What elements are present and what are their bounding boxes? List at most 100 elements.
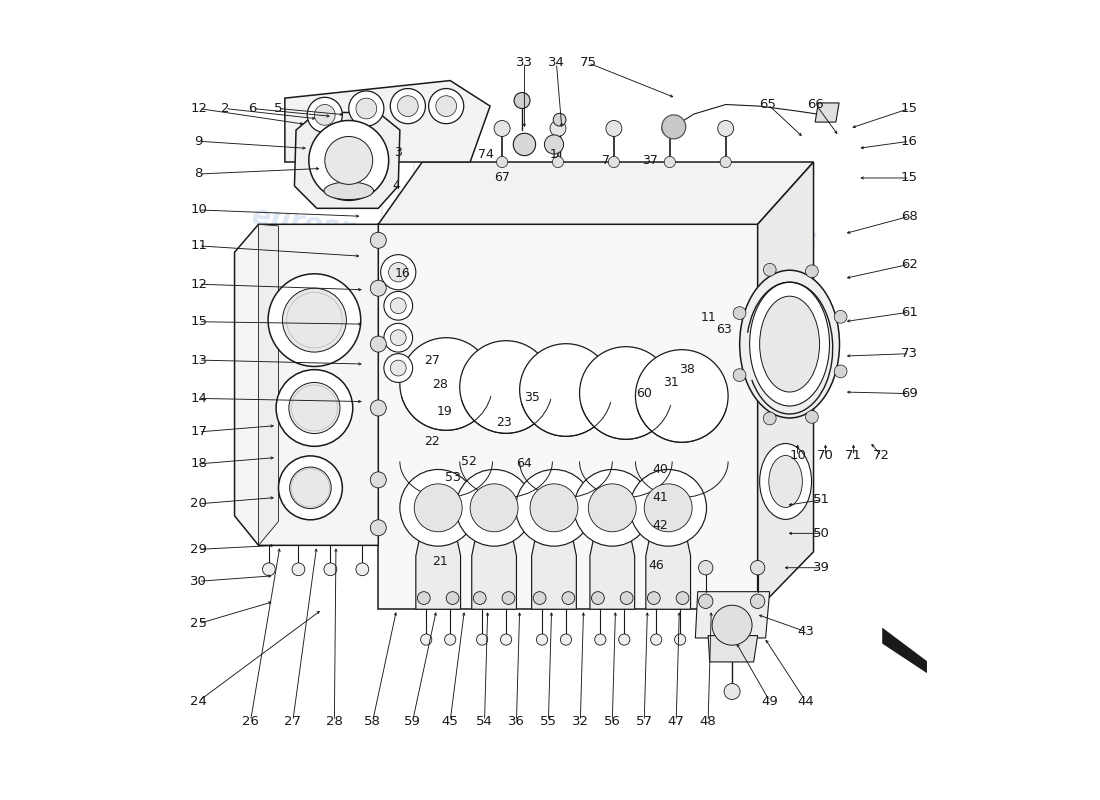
Circle shape <box>400 338 493 430</box>
Circle shape <box>595 634 606 645</box>
Text: 34: 34 <box>548 57 564 70</box>
Circle shape <box>636 350 728 442</box>
Ellipse shape <box>760 443 812 519</box>
Text: 19: 19 <box>437 406 452 418</box>
Text: 70: 70 <box>817 450 834 462</box>
Circle shape <box>390 89 426 124</box>
Circle shape <box>356 563 369 576</box>
Ellipse shape <box>324 182 374 199</box>
Circle shape <box>588 484 636 532</box>
Text: 43: 43 <box>798 625 814 638</box>
Circle shape <box>662 121 678 137</box>
Text: 46: 46 <box>648 559 664 572</box>
Circle shape <box>662 115 685 139</box>
Text: 2: 2 <box>221 102 229 115</box>
Circle shape <box>388 262 408 282</box>
Circle shape <box>537 634 548 645</box>
Circle shape <box>494 121 510 137</box>
Text: 60: 60 <box>636 387 652 400</box>
Polygon shape <box>234 224 378 546</box>
Circle shape <box>519 344 613 436</box>
Text: 30: 30 <box>190 574 207 588</box>
Circle shape <box>496 157 508 168</box>
Text: 15: 15 <box>901 102 917 115</box>
Circle shape <box>562 592 575 605</box>
Circle shape <box>645 484 692 532</box>
Text: 20: 20 <box>190 498 207 510</box>
Polygon shape <box>646 518 691 610</box>
Circle shape <box>473 592 486 605</box>
Text: 11: 11 <box>701 311 716 324</box>
Circle shape <box>530 484 578 532</box>
Circle shape <box>324 137 373 184</box>
Text: 53: 53 <box>444 471 461 484</box>
Text: 74: 74 <box>478 147 494 161</box>
Polygon shape <box>378 162 814 224</box>
Text: 24: 24 <box>190 694 207 707</box>
Circle shape <box>470 484 518 532</box>
Text: 32: 32 <box>572 714 588 727</box>
Circle shape <box>292 563 305 576</box>
Text: 18: 18 <box>190 458 207 470</box>
Text: 73: 73 <box>901 347 917 360</box>
Circle shape <box>502 592 515 605</box>
Text: 49: 49 <box>761 694 778 707</box>
Text: 68: 68 <box>901 210 917 223</box>
Text: 3: 3 <box>394 146 403 159</box>
Circle shape <box>676 592 689 605</box>
Circle shape <box>384 323 412 352</box>
Polygon shape <box>882 628 927 673</box>
Circle shape <box>289 467 331 509</box>
Text: 27: 27 <box>424 354 440 366</box>
Polygon shape <box>815 103 839 122</box>
Text: 7: 7 <box>602 154 609 167</box>
Circle shape <box>648 592 660 605</box>
Circle shape <box>417 592 430 605</box>
Polygon shape <box>590 518 635 610</box>
Text: 52: 52 <box>461 455 476 468</box>
Polygon shape <box>258 224 278 546</box>
Circle shape <box>630 470 706 546</box>
Circle shape <box>420 634 432 645</box>
Text: 63: 63 <box>716 323 732 336</box>
Polygon shape <box>295 113 400 208</box>
Circle shape <box>720 157 732 168</box>
Circle shape <box>805 265 818 278</box>
Circle shape <box>717 121 734 137</box>
Text: 45: 45 <box>442 714 459 727</box>
Circle shape <box>371 280 386 296</box>
Text: eurospares: eurospares <box>250 202 427 254</box>
Circle shape <box>606 121 621 137</box>
Text: 8: 8 <box>195 167 202 181</box>
Circle shape <box>276 370 353 446</box>
Circle shape <box>397 96 418 117</box>
Text: 58: 58 <box>364 714 381 727</box>
Circle shape <box>278 456 342 520</box>
Ellipse shape <box>769 455 802 507</box>
Text: 16: 16 <box>395 267 410 280</box>
Circle shape <box>544 135 563 154</box>
Circle shape <box>620 592 634 605</box>
Text: 12: 12 <box>190 102 207 115</box>
Circle shape <box>349 91 384 126</box>
Circle shape <box>324 563 337 576</box>
Circle shape <box>444 634 455 645</box>
Circle shape <box>390 298 406 314</box>
Text: 51: 51 <box>813 494 830 506</box>
Text: 54: 54 <box>476 714 493 727</box>
Circle shape <box>674 634 685 645</box>
Text: 36: 36 <box>508 714 525 727</box>
Text: 28: 28 <box>326 714 343 727</box>
Polygon shape <box>758 162 814 610</box>
Circle shape <box>574 470 650 546</box>
Text: 27: 27 <box>284 714 301 727</box>
Circle shape <box>263 563 275 576</box>
Polygon shape <box>378 224 758 610</box>
Ellipse shape <box>760 296 820 392</box>
Circle shape <box>698 594 713 609</box>
Circle shape <box>664 157 675 168</box>
Circle shape <box>289 382 340 434</box>
Circle shape <box>592 592 604 605</box>
Circle shape <box>805 410 818 423</box>
Circle shape <box>390 360 406 376</box>
